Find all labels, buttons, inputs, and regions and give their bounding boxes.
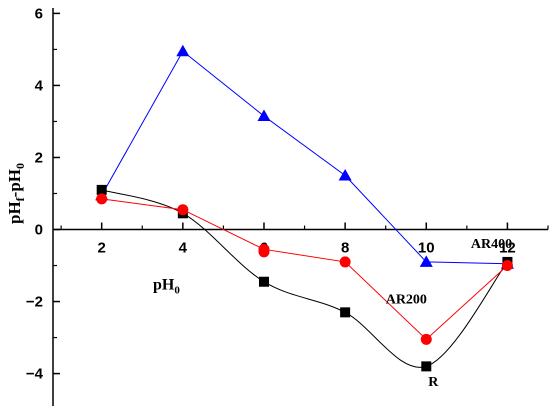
y-axis-title-s2: 0 xyxy=(13,163,27,169)
series-ar200-point xyxy=(339,256,351,268)
series-layer xyxy=(95,44,514,372)
series-ar400-point xyxy=(176,44,190,57)
series-ar200 xyxy=(96,193,513,345)
y-tick-label: 0 xyxy=(35,222,43,239)
x-tick-label: 2 xyxy=(98,240,106,257)
y-tick-label: −2 xyxy=(26,294,43,311)
series-label-ar200: AR200 xyxy=(386,292,427,307)
series-ar400-line xyxy=(101,50,508,265)
series-ar200-point xyxy=(420,333,432,345)
axes: 2 4 6 8 10 12 −4 −2 0 2 4 6 xyxy=(26,5,549,406)
y-tick-label: 6 xyxy=(35,5,43,22)
extra-data-point xyxy=(258,246,270,258)
y-tick-label: 4 xyxy=(35,77,44,94)
y-tick-label: −4 xyxy=(26,366,44,383)
y-axis-title-p2: -pH xyxy=(5,169,24,197)
series-ar200-point xyxy=(177,204,189,216)
x-axis-title: pH0 xyxy=(153,277,180,297)
series-ar400-point xyxy=(338,168,352,181)
series-ar400-point xyxy=(257,109,271,122)
x-tick-label: 4 xyxy=(179,240,188,257)
x-axis-title-sub: 0 xyxy=(174,285,180,297)
series-r-point xyxy=(96,184,107,195)
series-label-r: R xyxy=(428,375,439,390)
y-axis-title-s1: f xyxy=(13,196,27,201)
series-ar200-point xyxy=(96,193,108,205)
series-labels: R AR200 AR400 xyxy=(386,237,512,390)
series-ar400 xyxy=(95,44,514,269)
series-ar400-point xyxy=(419,255,433,267)
series-ar200-point xyxy=(501,260,513,272)
series-label-ar400: AR400 xyxy=(471,237,512,252)
y-tick-label: 2 xyxy=(35,149,43,166)
series-r-point xyxy=(340,307,351,318)
series-r-point xyxy=(258,276,269,287)
y-axis-title-p1: pH xyxy=(5,201,24,224)
x-tick-label: 8 xyxy=(341,240,349,257)
x-tick-label: 10 xyxy=(418,240,435,257)
x-tick-label: 12 xyxy=(499,240,516,257)
y-axis-title: pHf-pH0 xyxy=(5,163,27,224)
x-axis-title-main: pH xyxy=(153,277,175,294)
series-ar200-line xyxy=(101,198,508,341)
y-axis-ticks: −4 −2 0 2 4 6 xyxy=(26,5,60,383)
series-r-point xyxy=(421,361,432,372)
